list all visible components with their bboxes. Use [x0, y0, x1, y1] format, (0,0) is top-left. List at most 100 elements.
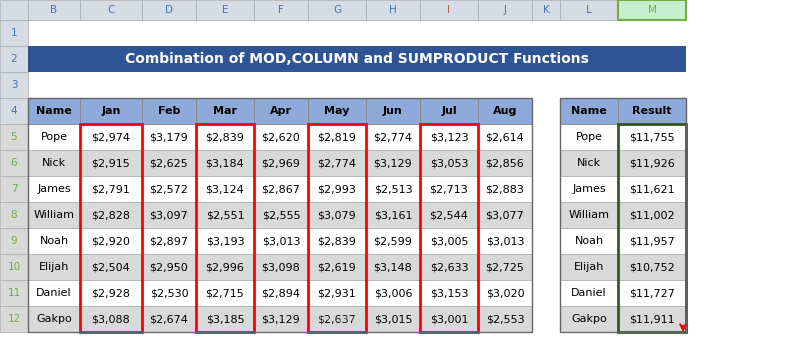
Bar: [196, 254, 254, 280]
Bar: [420, 280, 478, 306]
Bar: [618, 306, 686, 332]
Text: $2,774: $2,774: [374, 132, 413, 142]
Bar: [560, 150, 618, 176]
Bar: [618, 150, 686, 176]
Bar: [366, 98, 420, 124]
Bar: [618, 124, 686, 150]
Text: $2,614: $2,614: [485, 132, 524, 142]
Text: $2,544: $2,544: [430, 210, 468, 220]
Bar: [254, 176, 308, 202]
Text: 8: 8: [11, 210, 17, 220]
Bar: [478, 280, 532, 306]
Text: $11,911: $11,911: [629, 314, 675, 324]
Bar: [532, 150, 560, 176]
Bar: [142, 150, 196, 176]
Bar: [142, 176, 196, 202]
Bar: [0, 202, 28, 228]
Text: $3,077: $3,077: [485, 210, 524, 220]
Bar: [254, 254, 308, 280]
Bar: [618, 228, 686, 254]
Bar: [532, 98, 560, 124]
Text: $2,572: $2,572: [150, 184, 188, 194]
Bar: [560, 228, 618, 254]
Text: $11,002: $11,002: [629, 210, 675, 220]
Text: 10: 10: [7, 262, 20, 272]
Text: L: L: [587, 5, 592, 15]
Text: $2,620: $2,620: [261, 132, 300, 142]
Bar: [560, 306, 618, 332]
Text: $3,006: $3,006: [374, 288, 413, 298]
Text: $3,148: $3,148: [374, 262, 413, 272]
Text: $3,129: $3,129: [374, 158, 413, 168]
Bar: [254, 228, 308, 254]
Bar: [560, 98, 618, 124]
Bar: [142, 20, 196, 46]
Text: $3,184: $3,184: [205, 158, 244, 168]
Bar: [80, 150, 142, 176]
Text: $2,774: $2,774: [317, 158, 357, 168]
Bar: [80, 228, 142, 254]
Text: $2,555: $2,555: [261, 210, 300, 220]
Bar: [308, 20, 366, 46]
Text: $2,725: $2,725: [485, 262, 524, 272]
Text: Noah: Noah: [40, 236, 69, 246]
Bar: [308, 176, 366, 202]
Text: $3,161: $3,161: [374, 210, 413, 220]
Bar: [0, 228, 28, 254]
Bar: [254, 202, 308, 228]
Bar: [420, 72, 478, 98]
Bar: [308, 228, 366, 254]
Bar: [254, 202, 308, 228]
Bar: [308, 306, 366, 332]
Bar: [560, 176, 618, 202]
Bar: [0, 20, 28, 46]
Bar: [478, 176, 532, 202]
Text: 1: 1: [11, 28, 17, 38]
Text: $3,153: $3,153: [430, 288, 468, 298]
Bar: [618, 98, 686, 124]
Bar: [308, 98, 366, 124]
Text: James: James: [37, 184, 71, 194]
Bar: [142, 124, 196, 150]
Bar: [420, 202, 478, 228]
Text: Feb: Feb: [158, 106, 180, 116]
Bar: [560, 98, 618, 124]
Bar: [196, 124, 254, 332]
Bar: [420, 124, 478, 150]
Text: $3,013: $3,013: [262, 236, 300, 246]
Bar: [28, 20, 80, 46]
Bar: [254, 150, 308, 176]
Bar: [560, 0, 618, 20]
Bar: [196, 20, 254, 46]
Bar: [478, 254, 532, 280]
Bar: [80, 20, 142, 46]
Text: Aug: Aug: [493, 106, 517, 116]
Text: 9: 9: [11, 236, 17, 246]
Bar: [80, 46, 142, 72]
Bar: [142, 228, 196, 254]
Bar: [366, 202, 420, 228]
Text: $10,752: $10,752: [629, 262, 675, 272]
Bar: [0, 124, 28, 150]
Bar: [254, 20, 308, 46]
Text: $3,097: $3,097: [150, 210, 188, 220]
Bar: [532, 228, 560, 254]
Bar: [142, 0, 196, 20]
Bar: [618, 176, 686, 202]
Bar: [80, 98, 142, 124]
Text: 6: 6: [11, 158, 17, 168]
Bar: [308, 150, 366, 176]
Bar: [618, 202, 686, 228]
Bar: [420, 202, 478, 228]
Bar: [142, 202, 196, 228]
Bar: [420, 46, 478, 72]
Text: 5: 5: [11, 132, 17, 142]
Text: $2,974: $2,974: [91, 132, 130, 142]
Bar: [308, 254, 366, 280]
Text: William: William: [33, 210, 74, 220]
Text: Daniel: Daniel: [36, 288, 72, 298]
Bar: [308, 202, 366, 228]
Bar: [142, 254, 196, 280]
Text: $2,969: $2,969: [261, 158, 300, 168]
Bar: [142, 280, 196, 306]
